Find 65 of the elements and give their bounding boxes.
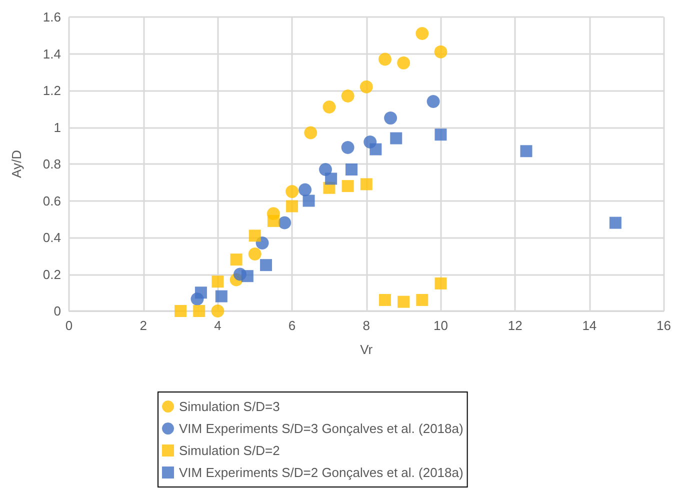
point xyxy=(212,276,224,288)
legend-label: Simulation S/D=2 xyxy=(179,443,280,458)
point xyxy=(322,100,336,114)
point xyxy=(278,216,292,230)
point xyxy=(193,305,206,317)
point xyxy=(520,145,532,158)
legend-label: VIM Experiments S/D=3 Gonçalves et al. (2018a) xyxy=(179,421,464,436)
point xyxy=(211,304,224,318)
point xyxy=(346,164,358,176)
point xyxy=(390,132,402,144)
point xyxy=(397,56,410,70)
x-tick-label: 4 xyxy=(214,318,222,333)
point xyxy=(248,230,261,242)
point xyxy=(286,200,298,212)
x-tick-label: 14 xyxy=(582,318,597,333)
point xyxy=(341,90,354,103)
y-tick-label: 1 xyxy=(54,120,61,135)
point xyxy=(260,259,272,272)
point xyxy=(384,112,398,125)
point xyxy=(230,254,242,266)
y-tick-label: 0.6 xyxy=(42,193,61,208)
point xyxy=(286,185,299,198)
y-tick-label: 0.4 xyxy=(42,230,61,245)
y-tick-label: 1.4 xyxy=(42,46,61,62)
y-tick-label: 0.2 xyxy=(42,266,61,282)
point xyxy=(434,45,448,58)
legend-label: Simulation S/D=3 xyxy=(179,399,280,414)
y-tick-label: 0.8 xyxy=(42,156,61,172)
x-tick-label: 16 xyxy=(656,318,672,333)
point xyxy=(341,140,354,154)
point xyxy=(325,172,338,185)
point xyxy=(241,270,254,282)
x-tick-label: 0 xyxy=(65,318,73,333)
y-axis-title: Ay/D xyxy=(9,150,24,178)
legend-label: VIM Experiments S/D=2 Gonçalves et al. (2018a) xyxy=(179,465,464,480)
point xyxy=(360,80,373,94)
point xyxy=(434,277,447,290)
point xyxy=(174,305,187,317)
point xyxy=(434,128,447,141)
point xyxy=(609,216,622,229)
point xyxy=(416,27,429,40)
point xyxy=(215,290,228,302)
x-tick-label: 12 xyxy=(508,318,522,333)
x-tick-label: 10 xyxy=(433,318,448,333)
y-tick-label: 1.6 xyxy=(42,10,61,24)
point xyxy=(302,194,315,207)
point xyxy=(426,95,440,108)
point xyxy=(248,248,262,261)
x-tick-label: 8 xyxy=(362,318,370,333)
x-axis-title: Vr xyxy=(360,342,374,357)
point xyxy=(194,286,207,299)
y-tick-label: 1.2 xyxy=(42,83,61,98)
point xyxy=(304,126,318,140)
point xyxy=(370,143,382,156)
point xyxy=(298,183,312,196)
y-tick-label: 0 xyxy=(54,304,61,318)
point xyxy=(378,294,391,306)
x-tick-label: 2 xyxy=(140,318,147,333)
point xyxy=(267,214,280,227)
x-tick-label: 6 xyxy=(288,318,296,333)
point xyxy=(378,52,392,66)
point xyxy=(398,296,410,308)
point xyxy=(342,180,354,192)
point xyxy=(416,294,428,306)
point xyxy=(360,178,372,190)
